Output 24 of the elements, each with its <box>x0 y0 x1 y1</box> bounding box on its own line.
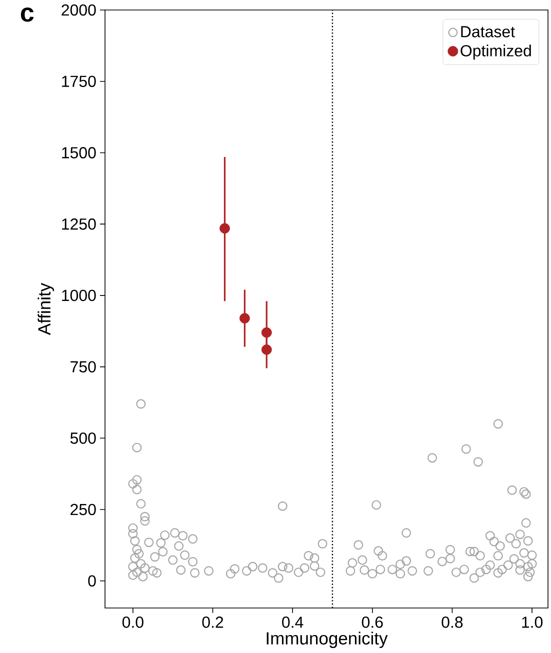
legend-label: Dataset <box>461 26 515 38</box>
y-tick-label: 1250 <box>62 218 96 230</box>
x-tick-label: 0.0 <box>122 616 144 628</box>
y-axis-title: Affinity <box>38 282 54 336</box>
point <box>261 327 272 338</box>
x-tick-label: 0.8 <box>442 616 463 628</box>
y-tick-label: 0 <box>88 575 96 587</box>
y-tick-label: 1500 <box>62 147 96 158</box>
chart-title: c <box>20 8 34 22</box>
x-tick-label: 1.0 <box>522 616 543 628</box>
x-tick-label: 0.4 <box>282 616 304 628</box>
y-tick-label: 750 <box>70 361 96 372</box>
y-tick-label: 1750 <box>62 76 96 88</box>
y-tick-label: 1000 <box>62 290 96 302</box>
x-tick-label: 0.6 <box>362 616 383 628</box>
legend-label: Optimized <box>460 44 531 60</box>
point <box>239 313 250 324</box>
point <box>220 223 230 234</box>
x-axis-title: Immunogenicity <box>266 632 388 648</box>
y-tick-label: 250 <box>70 504 96 516</box>
point <box>261 344 272 355</box>
y-tick-label: 2000 <box>62 4 96 16</box>
y-tick-label: 500 <box>70 432 96 444</box>
x-tick-label: 0.2 <box>202 616 224 628</box>
